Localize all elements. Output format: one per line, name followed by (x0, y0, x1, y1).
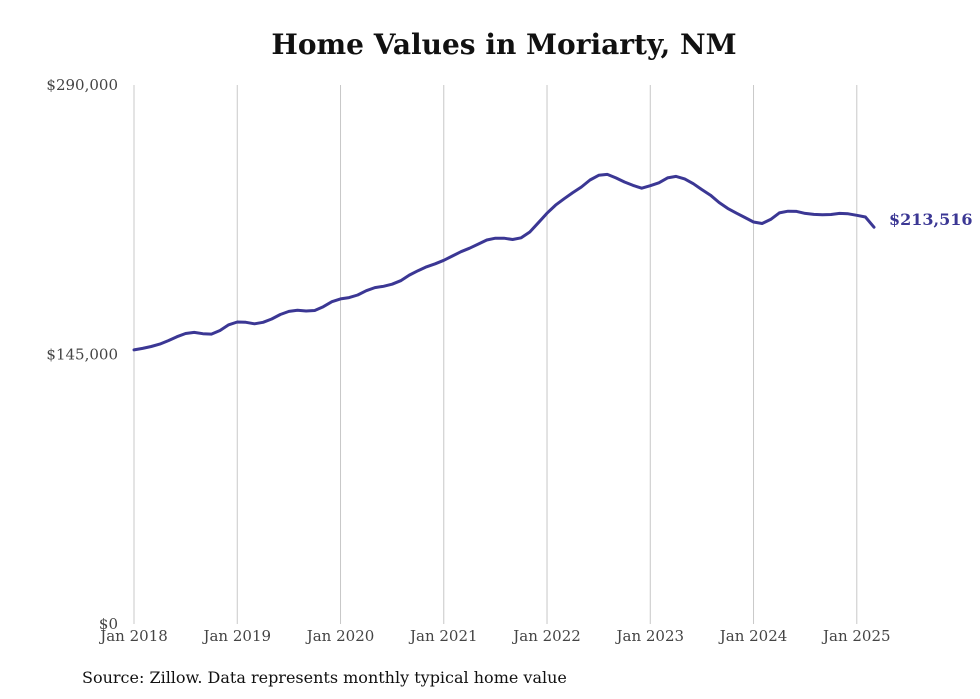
x-tick-label-0: Jan 2018 (98, 627, 168, 645)
chart-title: Home Values in Moriarty, NM (271, 28, 737, 61)
grid-lines (133, 85, 858, 624)
y-tick-label-2: $290,000 (46, 76, 118, 94)
series-line (132, 172, 876, 352)
y-tick-label-1: $145,000 (46, 346, 118, 364)
x-axis-ticks: Jan 2018 Jan 2019 Jan 2020 Jan 2021 Jan 2022… (98, 627, 890, 645)
y-tick-label-0: $0 (99, 615, 118, 633)
x-tick-label-7: Jan 2025 (821, 627, 891, 645)
y-axis-ticks: $0 $145,000 $290,000 (46, 76, 118, 633)
x-tick-label-5: Jan 2023 (614, 627, 684, 645)
x-tick-label-6: Jan 2024 (718, 627, 788, 645)
x-tick-label-2: Jan 2020 (305, 627, 375, 645)
end-value-label: $213,516 (889, 210, 973, 229)
x-tick-label-4: Jan 2022 (511, 627, 581, 645)
x-tick-label-1: Jan 2019 (201, 627, 271, 645)
source-note: Source: Zillow. Data represents monthly … (82, 668, 567, 687)
line-chart: $0$145,000$290,000 Jan 2018 Jan 2019 Jan 2… (46, 76, 973, 645)
x-tick-label-3: Jan 2021 (408, 627, 478, 645)
